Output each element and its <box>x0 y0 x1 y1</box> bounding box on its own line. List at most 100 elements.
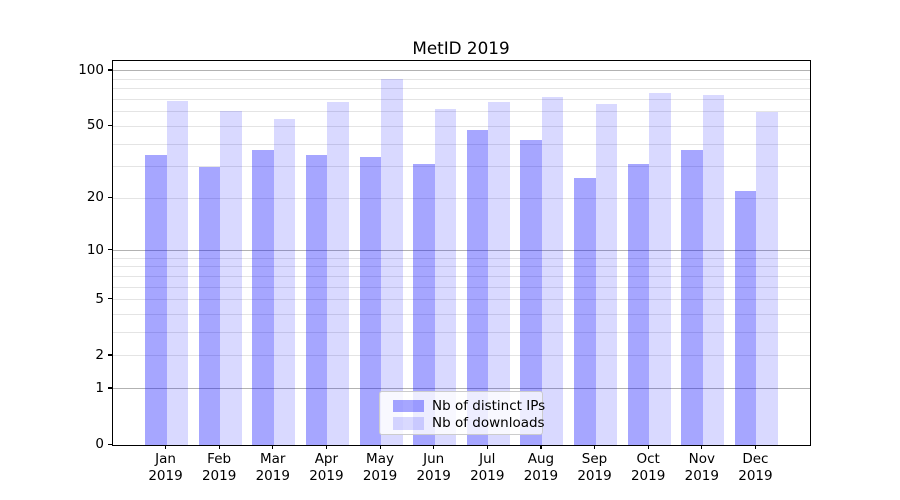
x-tick-year: 2019 <box>148 467 183 484</box>
y-tick-label-10: 10 <box>86 241 104 258</box>
y-tick-mark-1 <box>108 387 112 389</box>
y-tick-mark-100 <box>108 69 112 71</box>
x-tick-mark-jan <box>165 445 167 449</box>
y-tick-mark-5 <box>108 298 112 300</box>
x-tick-month: May <box>366 451 394 467</box>
y-tick-label-5: 5 <box>95 290 104 307</box>
bar-distinct-ips-nov <box>681 150 703 445</box>
x-tick-month: Nov <box>688 451 715 467</box>
x-tick-mark-oct <box>647 445 649 449</box>
x-tick-month: Jul <box>479 451 496 467</box>
x-tick-month: Jun <box>423 451 445 467</box>
x-tick-year: 2019 <box>684 467 719 484</box>
gridline-minor-3 <box>113 332 810 334</box>
x-tick-label-feb: Feb 2019 <box>189 451 249 484</box>
gridline-minor-8 <box>113 266 810 268</box>
x-tick-label-apr: Apr 2019 <box>296 451 356 484</box>
gridline-major-1 <box>113 388 810 390</box>
x-tick-month: Dec <box>742 451 769 467</box>
gridline-minor-6 <box>113 286 810 288</box>
y-tick-label-1: 1 <box>95 379 104 396</box>
x-tick-year: 2019 <box>255 467 290 484</box>
gridline-minor-90 <box>113 78 810 80</box>
bar-downloads-apr <box>327 101 349 445</box>
bar-downloads-may <box>381 79 403 445</box>
gridline-major-100 <box>113 70 810 72</box>
legend: Nb of distinct IPs Nb of downloads <box>379 391 546 435</box>
y-tick-mark-50 <box>108 124 112 127</box>
bar-downloads-feb <box>220 110 242 445</box>
x-tick-year: 2019 <box>738 467 773 484</box>
gridline-minor-70 <box>113 99 810 101</box>
y-tick-mark-2 <box>108 354 112 356</box>
x-tick-mark-mar <box>272 445 274 449</box>
x-tick-year: 2019 <box>201 467 237 484</box>
bar-downloads-mar <box>273 118 296 445</box>
y-tick-label-50: 50 <box>86 117 104 134</box>
gridline-minor-5 <box>113 299 810 301</box>
gridline-minor-40 <box>113 143 810 145</box>
bar-distinct-ips-jul <box>466 129 489 445</box>
bar-distinct-ips-mar <box>252 150 274 445</box>
x-tick-mark-sep <box>594 445 596 449</box>
legend-label: Nb of downloads <box>432 415 545 432</box>
gridline-minor-9 <box>113 257 810 259</box>
x-tick-mark-feb <box>218 445 220 449</box>
x-tick-label-sep: Sep 2019 <box>565 451 625 484</box>
x-tick-label-oct: Oct 2019 <box>618 451 678 484</box>
x-tick-mark-apr <box>325 445 328 449</box>
legend-item-downloads: Nb of downloads <box>393 415 545 433</box>
x-tick-month: Feb <box>207 451 232 467</box>
x-tick-mark-jul <box>486 445 488 449</box>
y-tick-mark-20 <box>108 196 112 198</box>
gridline-minor-60 <box>113 111 810 113</box>
x-tick-mark-aug <box>540 445 542 449</box>
x-tick-month: Apr <box>314 451 339 467</box>
x-tick-mark-may <box>379 445 381 449</box>
x-tick-label-dec: Dec 2019 <box>725 451 785 484</box>
x-tick-year: 2019 <box>362 467 398 484</box>
x-tick-label-jul: Jul 2019 <box>457 451 517 484</box>
x-tick-year: 2019 <box>416 467 451 484</box>
bar-distinct-ips-feb <box>198 166 221 445</box>
x-tick-label-nov: Nov 2019 <box>672 451 732 484</box>
x-tick-year: 2019 <box>630 467 666 484</box>
gridline-minor-7 <box>113 275 810 277</box>
bar-distinct-ips-apr <box>305 154 328 445</box>
bar-distinct-ips-dec <box>734 190 757 445</box>
bar-downloads-sep <box>595 104 618 445</box>
bar-distinct-ips-may <box>359 156 382 445</box>
gridline-minor-30 <box>113 166 810 168</box>
x-tick-mark-nov <box>701 445 703 449</box>
x-tick-year: 2019 <box>470 467 505 484</box>
bar-downloads-jul <box>488 101 510 445</box>
x-tick-month: Mar <box>260 451 286 467</box>
legend-swatch-downloads <box>393 417 424 430</box>
bar-downloads-oct <box>649 92 671 445</box>
y-tick-label-2: 2 <box>95 346 104 363</box>
x-tick-mark-dec <box>754 445 757 449</box>
bar-distinct-ips-oct <box>627 164 650 445</box>
gridline-major-10 <box>113 250 810 252</box>
gridline-minor-50 <box>113 125 810 127</box>
bar-distinct-ips-sep <box>574 177 596 445</box>
x-tick-year: 2019 <box>577 467 612 484</box>
bar-distinct-ips-jan <box>145 154 167 445</box>
y-tick-label-20: 20 <box>86 189 104 206</box>
gridline-minor-2 <box>113 355 810 357</box>
x-tick-label-aug: Aug 2019 <box>511 451 571 484</box>
plot-area: Nb of distinct IPs Nb of downloads <box>112 60 811 446</box>
x-tick-label-may: May 2019 <box>350 451 410 484</box>
bar-downloads-aug <box>541 97 564 445</box>
x-tick-mark-jun <box>433 445 435 449</box>
bar-distinct-ips-jun <box>413 164 435 445</box>
bar-downloads-dec <box>756 111 778 445</box>
x-tick-year: 2019 <box>309 467 344 484</box>
legend-label: Nb of distinct IPs <box>432 397 546 414</box>
y-tick-mark-10 <box>108 249 112 251</box>
y-tick-label-0: 0 <box>95 436 104 452</box>
x-tick-label-jan: Jan 2019 <box>136 451 196 484</box>
gridline-minor-20 <box>113 197 810 199</box>
x-tick-label-jun: Jun 2019 <box>404 451 464 484</box>
